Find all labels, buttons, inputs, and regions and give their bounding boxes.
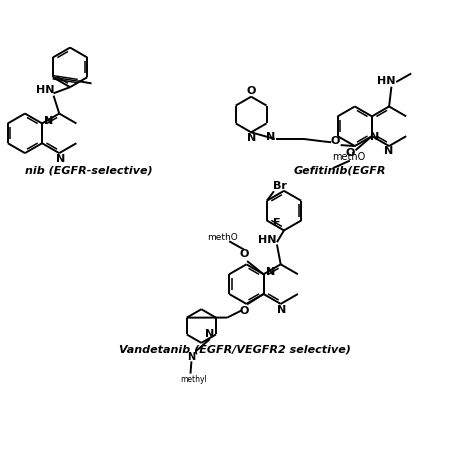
Text: methO: methO [207, 233, 238, 242]
Text: N: N [370, 132, 379, 142]
Text: O: O [330, 137, 340, 146]
Text: F: F [273, 218, 280, 228]
Text: N: N [187, 352, 195, 362]
Text: Br: Br [273, 181, 287, 191]
Text: O: O [239, 249, 249, 259]
Text: N: N [205, 329, 214, 339]
Text: methyl: methyl [181, 375, 207, 384]
Text: HN: HN [258, 235, 277, 245]
Text: N: N [44, 116, 53, 126]
Text: Vandetanib (EGFR/VEGFR2 selective): Vandetanib (EGFR/VEGFR2 selective) [119, 344, 351, 354]
Text: O: O [345, 148, 355, 158]
Text: N: N [246, 133, 256, 144]
Text: HN: HN [377, 76, 396, 86]
Text: N: N [277, 305, 286, 315]
Text: N: N [266, 267, 275, 277]
Text: N: N [55, 154, 65, 164]
Text: O: O [239, 306, 249, 316]
Text: N: N [383, 146, 393, 156]
Text: HN: HN [36, 85, 55, 95]
Text: O: O [246, 85, 256, 96]
Text: methO: methO [332, 152, 365, 163]
Text: nib (EGFR-selective): nib (EGFR-selective) [25, 165, 153, 175]
Text: Gefitinib(EGFR: Gefitinib(EGFR [293, 165, 386, 175]
Text: N: N [266, 132, 275, 142]
